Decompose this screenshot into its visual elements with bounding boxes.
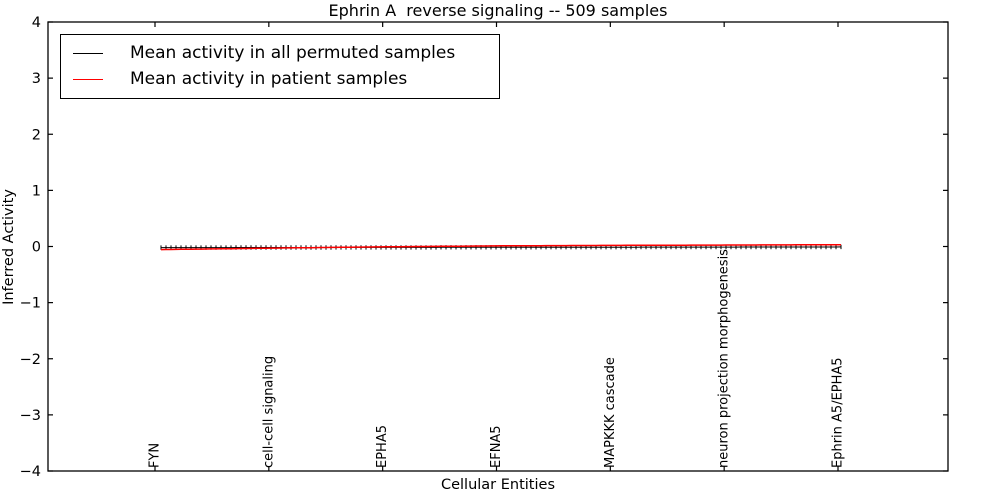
y-tick-label: 4 bbox=[32, 15, 41, 31]
chart-title: Ephrin A reverse signaling -- 509 sample… bbox=[328, 1, 668, 20]
x-tick-label: neuron projection morphogenesis bbox=[717, 249, 732, 468]
y-tick-label: −4 bbox=[20, 464, 41, 480]
legend-line-sample bbox=[73, 78, 103, 80]
y-tick-label: 2 bbox=[32, 127, 41, 143]
y-tick-label: 1 bbox=[32, 183, 41, 199]
x-tick-label: MAPKKK cascade bbox=[603, 357, 618, 468]
y-axis-label: Inferred Activity bbox=[1, 189, 17, 305]
x-tick-label: EFNA5 bbox=[489, 425, 504, 468]
legend-label: Mean activity in all permuted samples bbox=[130, 43, 456, 63]
legend-label: Mean activity in patient samples bbox=[130, 69, 408, 89]
x-tick-label: EPHA5 bbox=[375, 425, 390, 468]
y-tick-label: −3 bbox=[20, 408, 41, 424]
x-axis-label: Cellular Entities bbox=[440, 477, 556, 493]
legend-item: Mean activity in all permuted samples bbox=[61, 40, 499, 66]
y-tick-label: −2 bbox=[20, 352, 41, 368]
y-tick-label: 3 bbox=[32, 71, 41, 87]
x-tick-label: cell-cell signaling bbox=[261, 356, 276, 468]
x-tick-label: FYN bbox=[148, 443, 163, 468]
y-tick-label: −1 bbox=[20, 296, 41, 312]
legend-item: Mean activity in patient samples bbox=[61, 66, 499, 92]
series-line-1 bbox=[160, 243, 841, 251]
y-tick-label: 0 bbox=[32, 240, 41, 256]
legend: Mean activity in all permuted samples Mea… bbox=[60, 34, 500, 99]
x-tick-label: Ephrin A5/EPHA5 bbox=[831, 357, 846, 468]
legend-line-sample bbox=[73, 52, 103, 54]
